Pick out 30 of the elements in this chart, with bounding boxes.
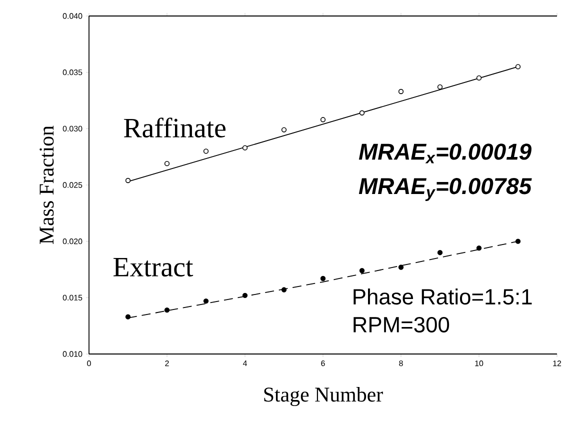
point bbox=[398, 88, 404, 94]
point bbox=[359, 268, 365, 274]
point bbox=[203, 148, 209, 154]
x-axis-title: Stage Number bbox=[264, 386, 383, 406]
series-label: Raffinate bbox=[124, 118, 226, 138]
point bbox=[125, 178, 131, 184]
annotation: MRAE$_{y}$=0.00785 bbox=[358, 178, 532, 202]
series-label: Extract bbox=[113, 258, 194, 277]
point bbox=[242, 145, 248, 150]
point bbox=[281, 127, 287, 132]
point bbox=[437, 250, 443, 256]
point bbox=[515, 64, 521, 70]
y-axis-title: Mass Fraction bbox=[40, 126, 54, 244]
annotation: RPM=300 bbox=[354, 316, 450, 332]
point bbox=[437, 84, 443, 90]
point bbox=[203, 298, 209, 304]
point bbox=[476, 75, 482, 81]
point bbox=[281, 287, 287, 292]
point bbox=[398, 264, 404, 270]
point bbox=[164, 307, 170, 313]
annotation: Phase Ratio=1.5:1 bbox=[354, 288, 532, 305]
point bbox=[164, 161, 170, 166]
point bbox=[320, 276, 326, 282]
point bbox=[125, 314, 131, 320]
point bbox=[242, 292, 248, 298]
annotation: MRAE$_{x}$=0.00019 bbox=[358, 144, 532, 164]
point bbox=[476, 246, 482, 251]
point bbox=[320, 117, 326, 122]
point bbox=[359, 110, 365, 116]
point bbox=[515, 238, 521, 244]
